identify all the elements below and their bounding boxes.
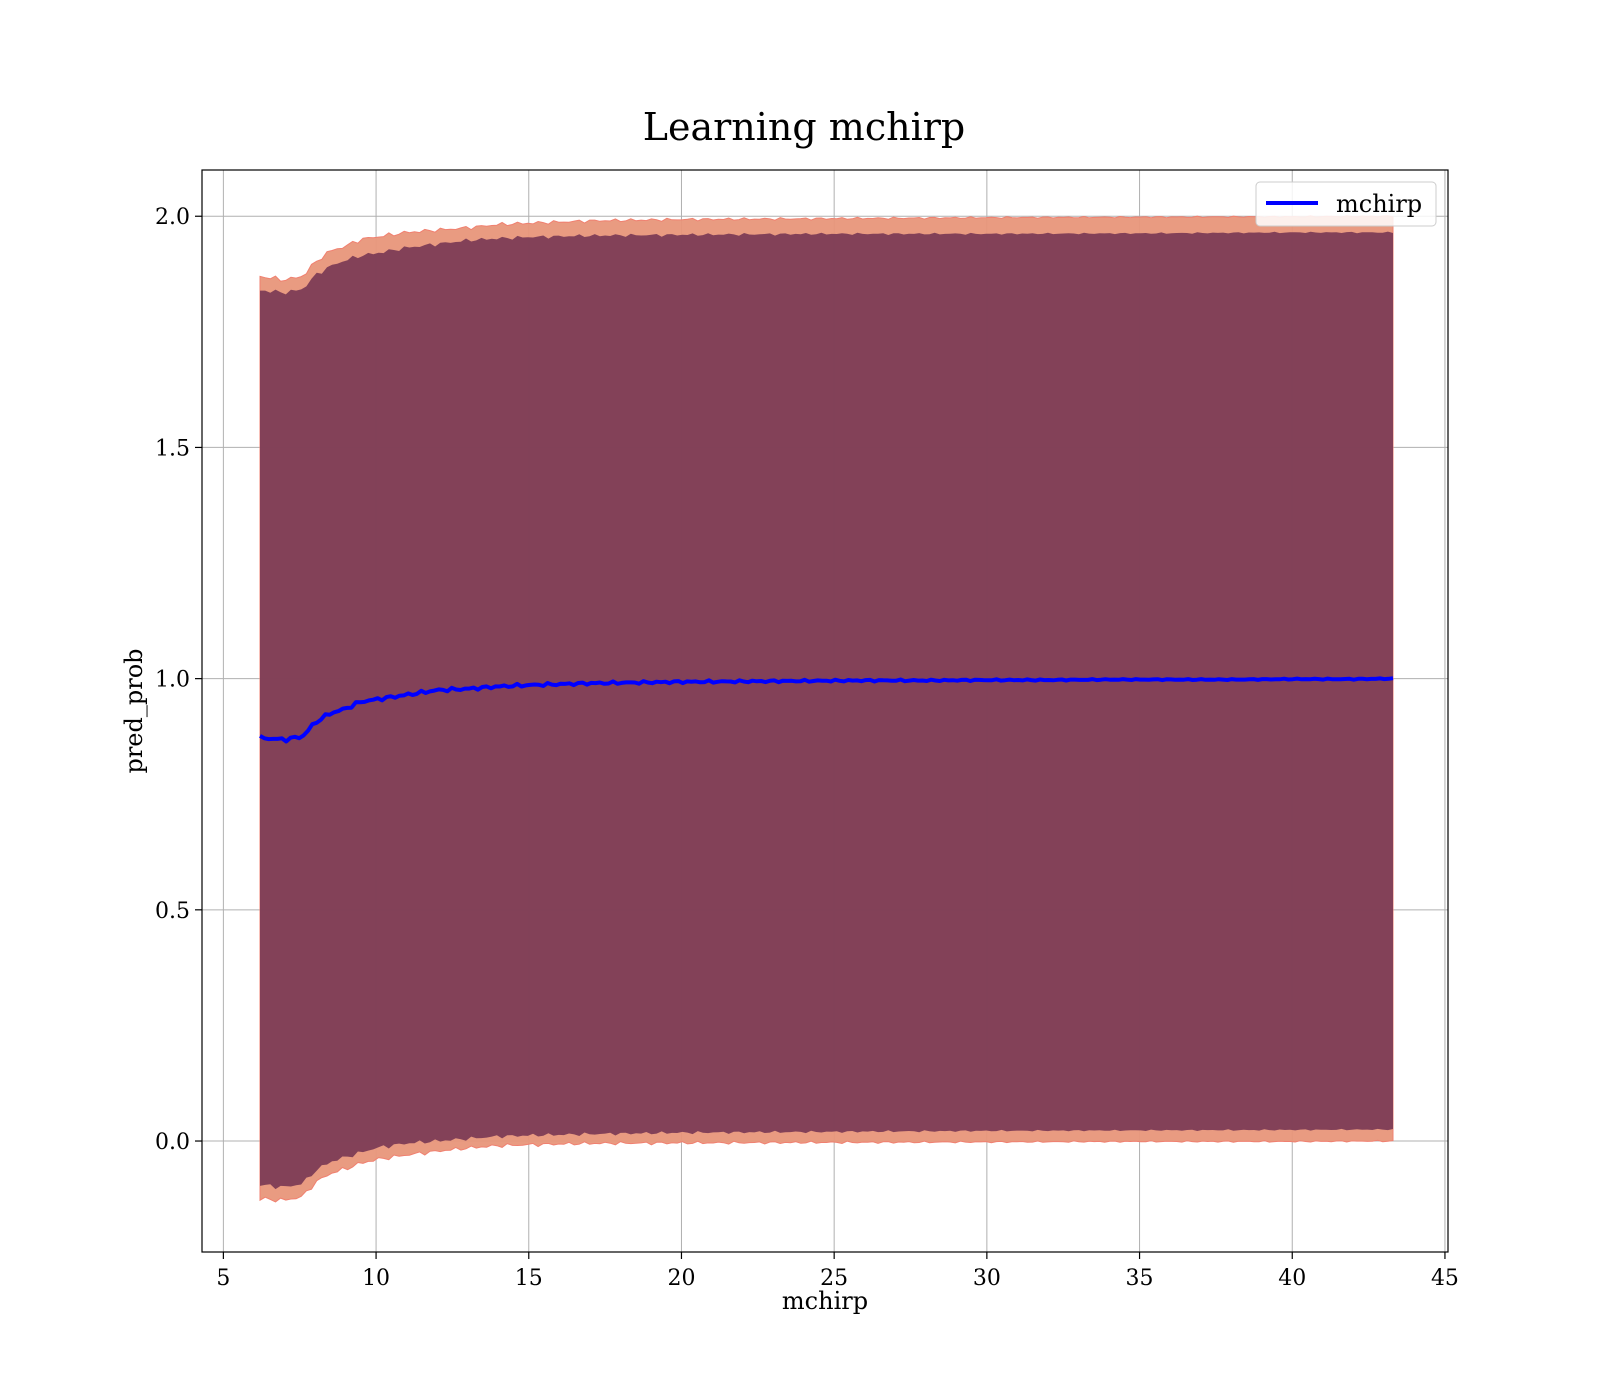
y-axis-label: pred_prob [120,648,148,773]
x-tick-label: 40 [1278,1266,1306,1291]
confidence-bands [259,215,1394,1203]
x-tick-label: 10 [362,1266,390,1291]
y-tick-label: 1.5 [155,436,190,461]
y-tick-label: 0.5 [155,899,190,924]
confidence-band-2 [260,231,1393,1190]
y-tick-label: 1.0 [155,668,190,693]
x-tick-label: 35 [1126,1266,1154,1291]
x-tick-label: 45 [1431,1266,1459,1291]
y-axis-ticks: 0.0 0.5 1.0 1.5 2.0 [155,205,202,1155]
series-line-mchirp [259,676,1394,744]
y-tick-label: 2.0 [155,205,190,230]
x-tick-label: 25 [820,1266,848,1291]
x-axis-ticks: 5 10 15 20 25 30 35 40 45 [216,1252,1459,1291]
plot-frame [201,169,1449,1253]
chart-title: Learning mchirp [643,105,965,149]
legend-label-mchirp: mchirp [1336,190,1422,218]
x-axis-label: mchirp [782,1287,868,1315]
x-tick-label: 20 [667,1266,695,1291]
legend: mchirp [1255,181,1437,227]
x-tick-label: 15 [515,1266,543,1291]
series-lines [259,676,1394,744]
legend-box [1255,181,1437,227]
x-tick-label: 30 [973,1266,1001,1291]
y-tick-label: 0.0 [155,1130,190,1155]
x-tick-label: 5 [216,1266,230,1291]
